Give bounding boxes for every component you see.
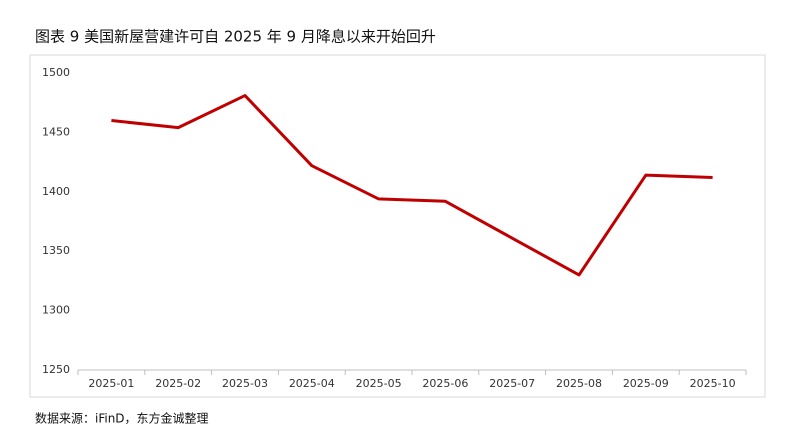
x-tick-label: 2025-08 xyxy=(556,377,602,390)
y-tick-label: 1450 xyxy=(42,125,70,138)
x-tick-label: 2025-05 xyxy=(356,377,402,390)
data-line xyxy=(111,94,713,277)
x-tick-label: 2025-01 xyxy=(88,377,134,390)
chart-frame xyxy=(29,54,766,398)
x-tick-label: 2025-09 xyxy=(623,377,669,390)
x-tick-label: 2025-04 xyxy=(289,377,335,390)
y-tick-label: 1250 xyxy=(42,363,70,376)
x-tick-label: 2025-07 xyxy=(489,377,535,390)
x-tick-label: 2025-03 xyxy=(222,377,268,390)
y-tick-label: 1300 xyxy=(42,304,70,317)
y-tick-label: 1400 xyxy=(42,185,70,198)
source-note: 数据来源：iFinD，东方金诚整理 xyxy=(35,411,209,426)
x-tick-label: 2025-06 xyxy=(422,377,468,390)
chart-title: 图表 9 美国新屋营建许可自 2025 年 9 月降息以来开始回升 xyxy=(35,28,436,46)
y-tick-label: 1350 xyxy=(42,244,70,257)
x-tick-label: 2025-10 xyxy=(690,377,736,390)
x-tick-label: 2025-02 xyxy=(155,377,201,390)
y-tick-label: 1500 xyxy=(42,66,70,79)
